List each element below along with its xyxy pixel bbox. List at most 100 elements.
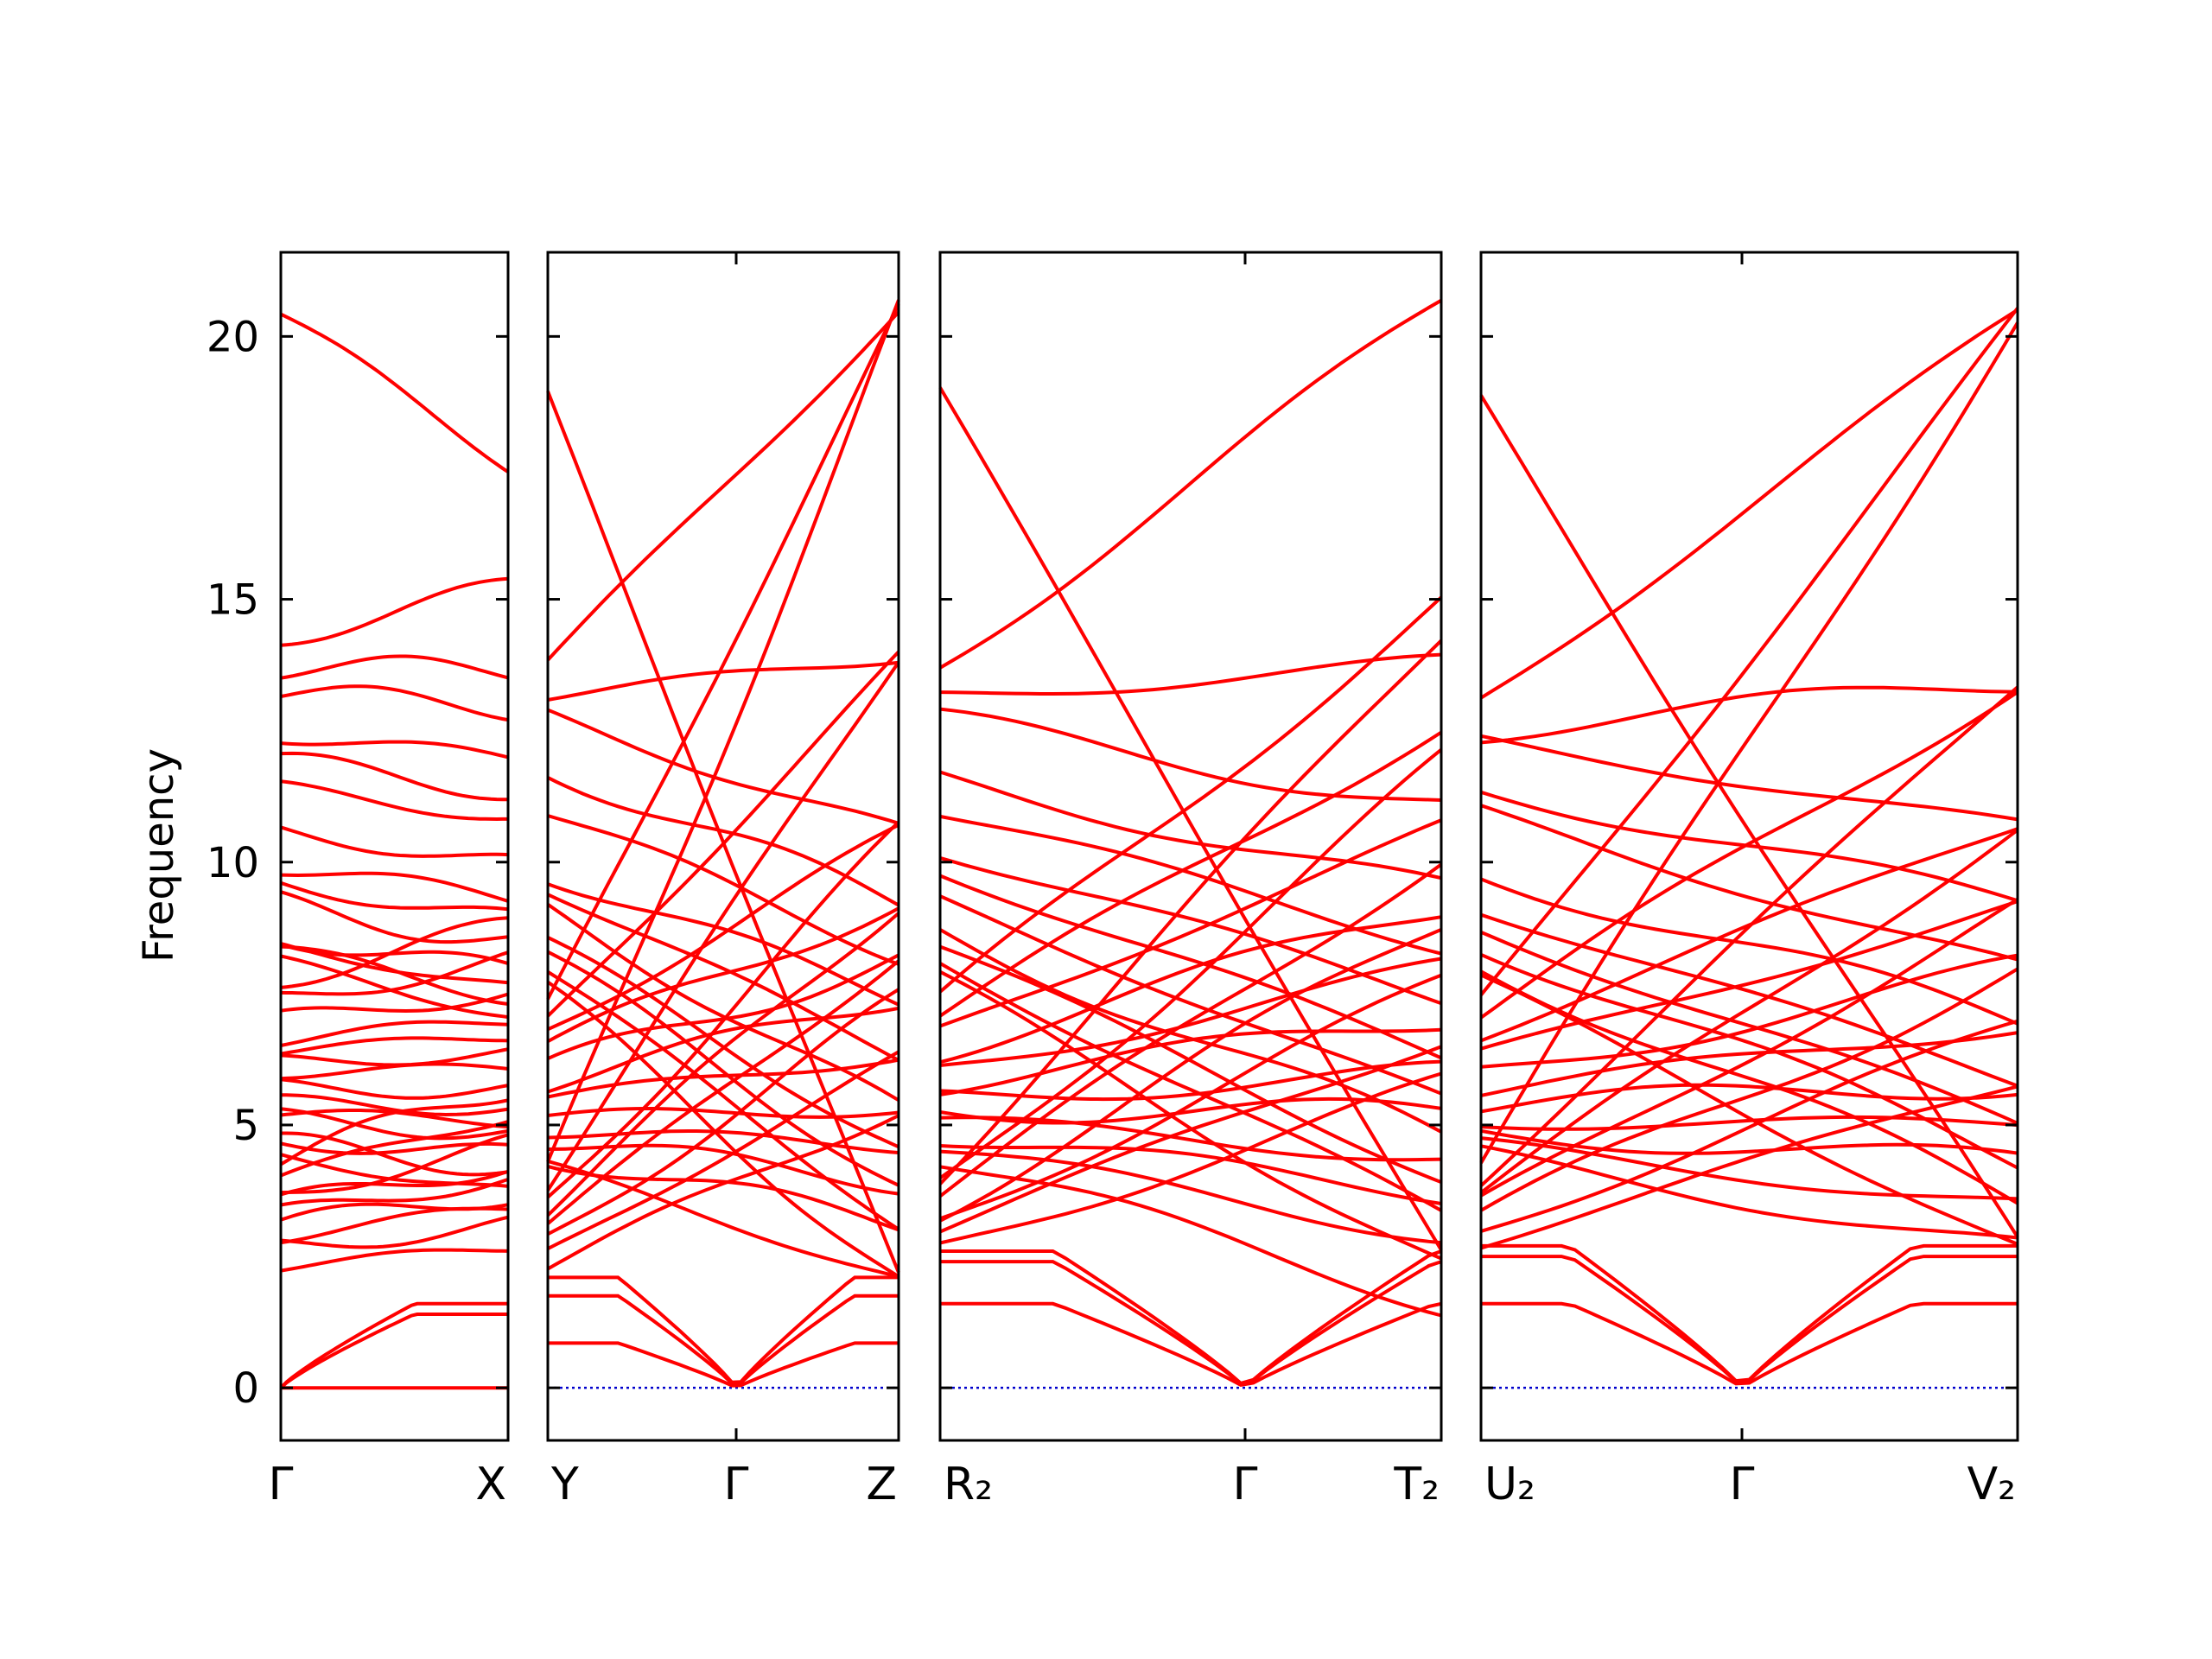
band-line (939, 1096, 1442, 1125)
band-line (939, 814, 1442, 956)
band-line (546, 970, 900, 1231)
band-line (939, 1144, 1442, 1205)
band-line (1479, 321, 2019, 1165)
band-line (1479, 690, 2019, 1020)
panel-frame (279, 251, 510, 1442)
band-line (280, 950, 509, 996)
panel-4: U₂ Γ V₂ (1479, 251, 2019, 1510)
band-line (939, 874, 1442, 1060)
band-line (280, 1036, 509, 1056)
band-line (280, 1202, 509, 1222)
band-line (1480, 734, 2018, 822)
y-tick-label: 20 (207, 313, 259, 361)
panel-frame (938, 251, 1443, 1442)
k-point-label-start: Y (550, 1459, 579, 1510)
band-line (1481, 1255, 2018, 1383)
band-line (280, 1141, 509, 1155)
band-line (546, 650, 900, 1018)
band-line (547, 1159, 899, 1279)
band-line (280, 890, 509, 944)
band-line (1481, 1301, 2018, 1386)
band-line (280, 954, 509, 1020)
band-line (939, 652, 1442, 696)
band-line (546, 902, 900, 1103)
band-line (1480, 877, 2018, 1026)
band-line (1480, 685, 2018, 745)
band-line (1480, 953, 2018, 1069)
band-line (547, 1143, 899, 1196)
band-line (280, 1020, 509, 1047)
band-line (280, 1077, 509, 1100)
band-line (939, 928, 1442, 1134)
band-line (939, 1071, 1442, 1245)
band-line (547, 776, 899, 907)
band-line (939, 818, 1442, 1028)
band-line (1480, 952, 2018, 1170)
band-line (280, 1248, 509, 1273)
band-line (1480, 827, 2018, 1043)
band-line (1480, 1128, 2018, 1155)
band-line (279, 1313, 508, 1389)
band-line (280, 916, 509, 989)
panel-frame (546, 251, 900, 1442)
band-line (546, 391, 900, 1274)
band-line (547, 953, 899, 1060)
band-line (940, 1249, 1442, 1386)
band-line (1480, 1144, 2018, 1240)
band-line (547, 1050, 899, 1250)
band-line (280, 779, 508, 822)
band-line (1480, 898, 2019, 1198)
band-line (280, 654, 509, 680)
k-point-label-mid: Γ (724, 1459, 749, 1510)
band-line (938, 595, 1443, 994)
band-line (938, 386, 1443, 1251)
band-line (1479, 308, 2019, 700)
band-line (548, 1341, 899, 1388)
band-line (938, 862, 1443, 1198)
k-point-label-end: T₂ (1393, 1459, 1440, 1510)
y-axis-label: Frequency (135, 748, 183, 963)
band-line (546, 912, 900, 1217)
band-line (280, 312, 510, 474)
band-line (280, 576, 509, 647)
band-line (1480, 912, 2018, 1088)
band-line (547, 1165, 899, 1232)
panel-3: R₂ Γ T₂ (938, 251, 1443, 1510)
band-line (1480, 899, 2018, 1051)
band-line (280, 1109, 509, 1129)
band-line (939, 894, 1442, 1096)
k-point-label-end: Z (866, 1459, 897, 1510)
band-line (939, 962, 1442, 1212)
band-line (1479, 828, 2019, 1194)
band-line (280, 1120, 509, 1178)
band-line (1480, 1136, 2018, 1201)
band-line (1480, 1084, 2018, 1250)
band-line (546, 310, 900, 662)
y-tick-label: 10 (207, 839, 259, 887)
band-line (279, 1301, 508, 1389)
band-line (1480, 790, 2018, 903)
band-line (939, 927, 1442, 1223)
band-line (1480, 969, 2019, 1205)
band-line (280, 1215, 509, 1249)
band-line (1481, 1243, 2018, 1383)
band-line (280, 1133, 509, 1195)
band-line (280, 1178, 509, 1207)
band-line (940, 1301, 1442, 1387)
band-line (280, 943, 509, 966)
band-line (938, 639, 1443, 1185)
k-point-label-start: R₂ (944, 1459, 993, 1510)
band-line (281, 1131, 509, 1177)
band-line (280, 871, 509, 903)
band-line (1480, 1031, 2018, 1097)
band-line (1480, 930, 2018, 1125)
band-line (939, 973, 1442, 1221)
band-line (547, 950, 899, 1187)
band-line (939, 969, 1442, 1261)
band-line (1479, 307, 2019, 996)
band-line (547, 814, 899, 966)
band-line (939, 957, 1442, 1067)
band-line (939, 1165, 1442, 1318)
